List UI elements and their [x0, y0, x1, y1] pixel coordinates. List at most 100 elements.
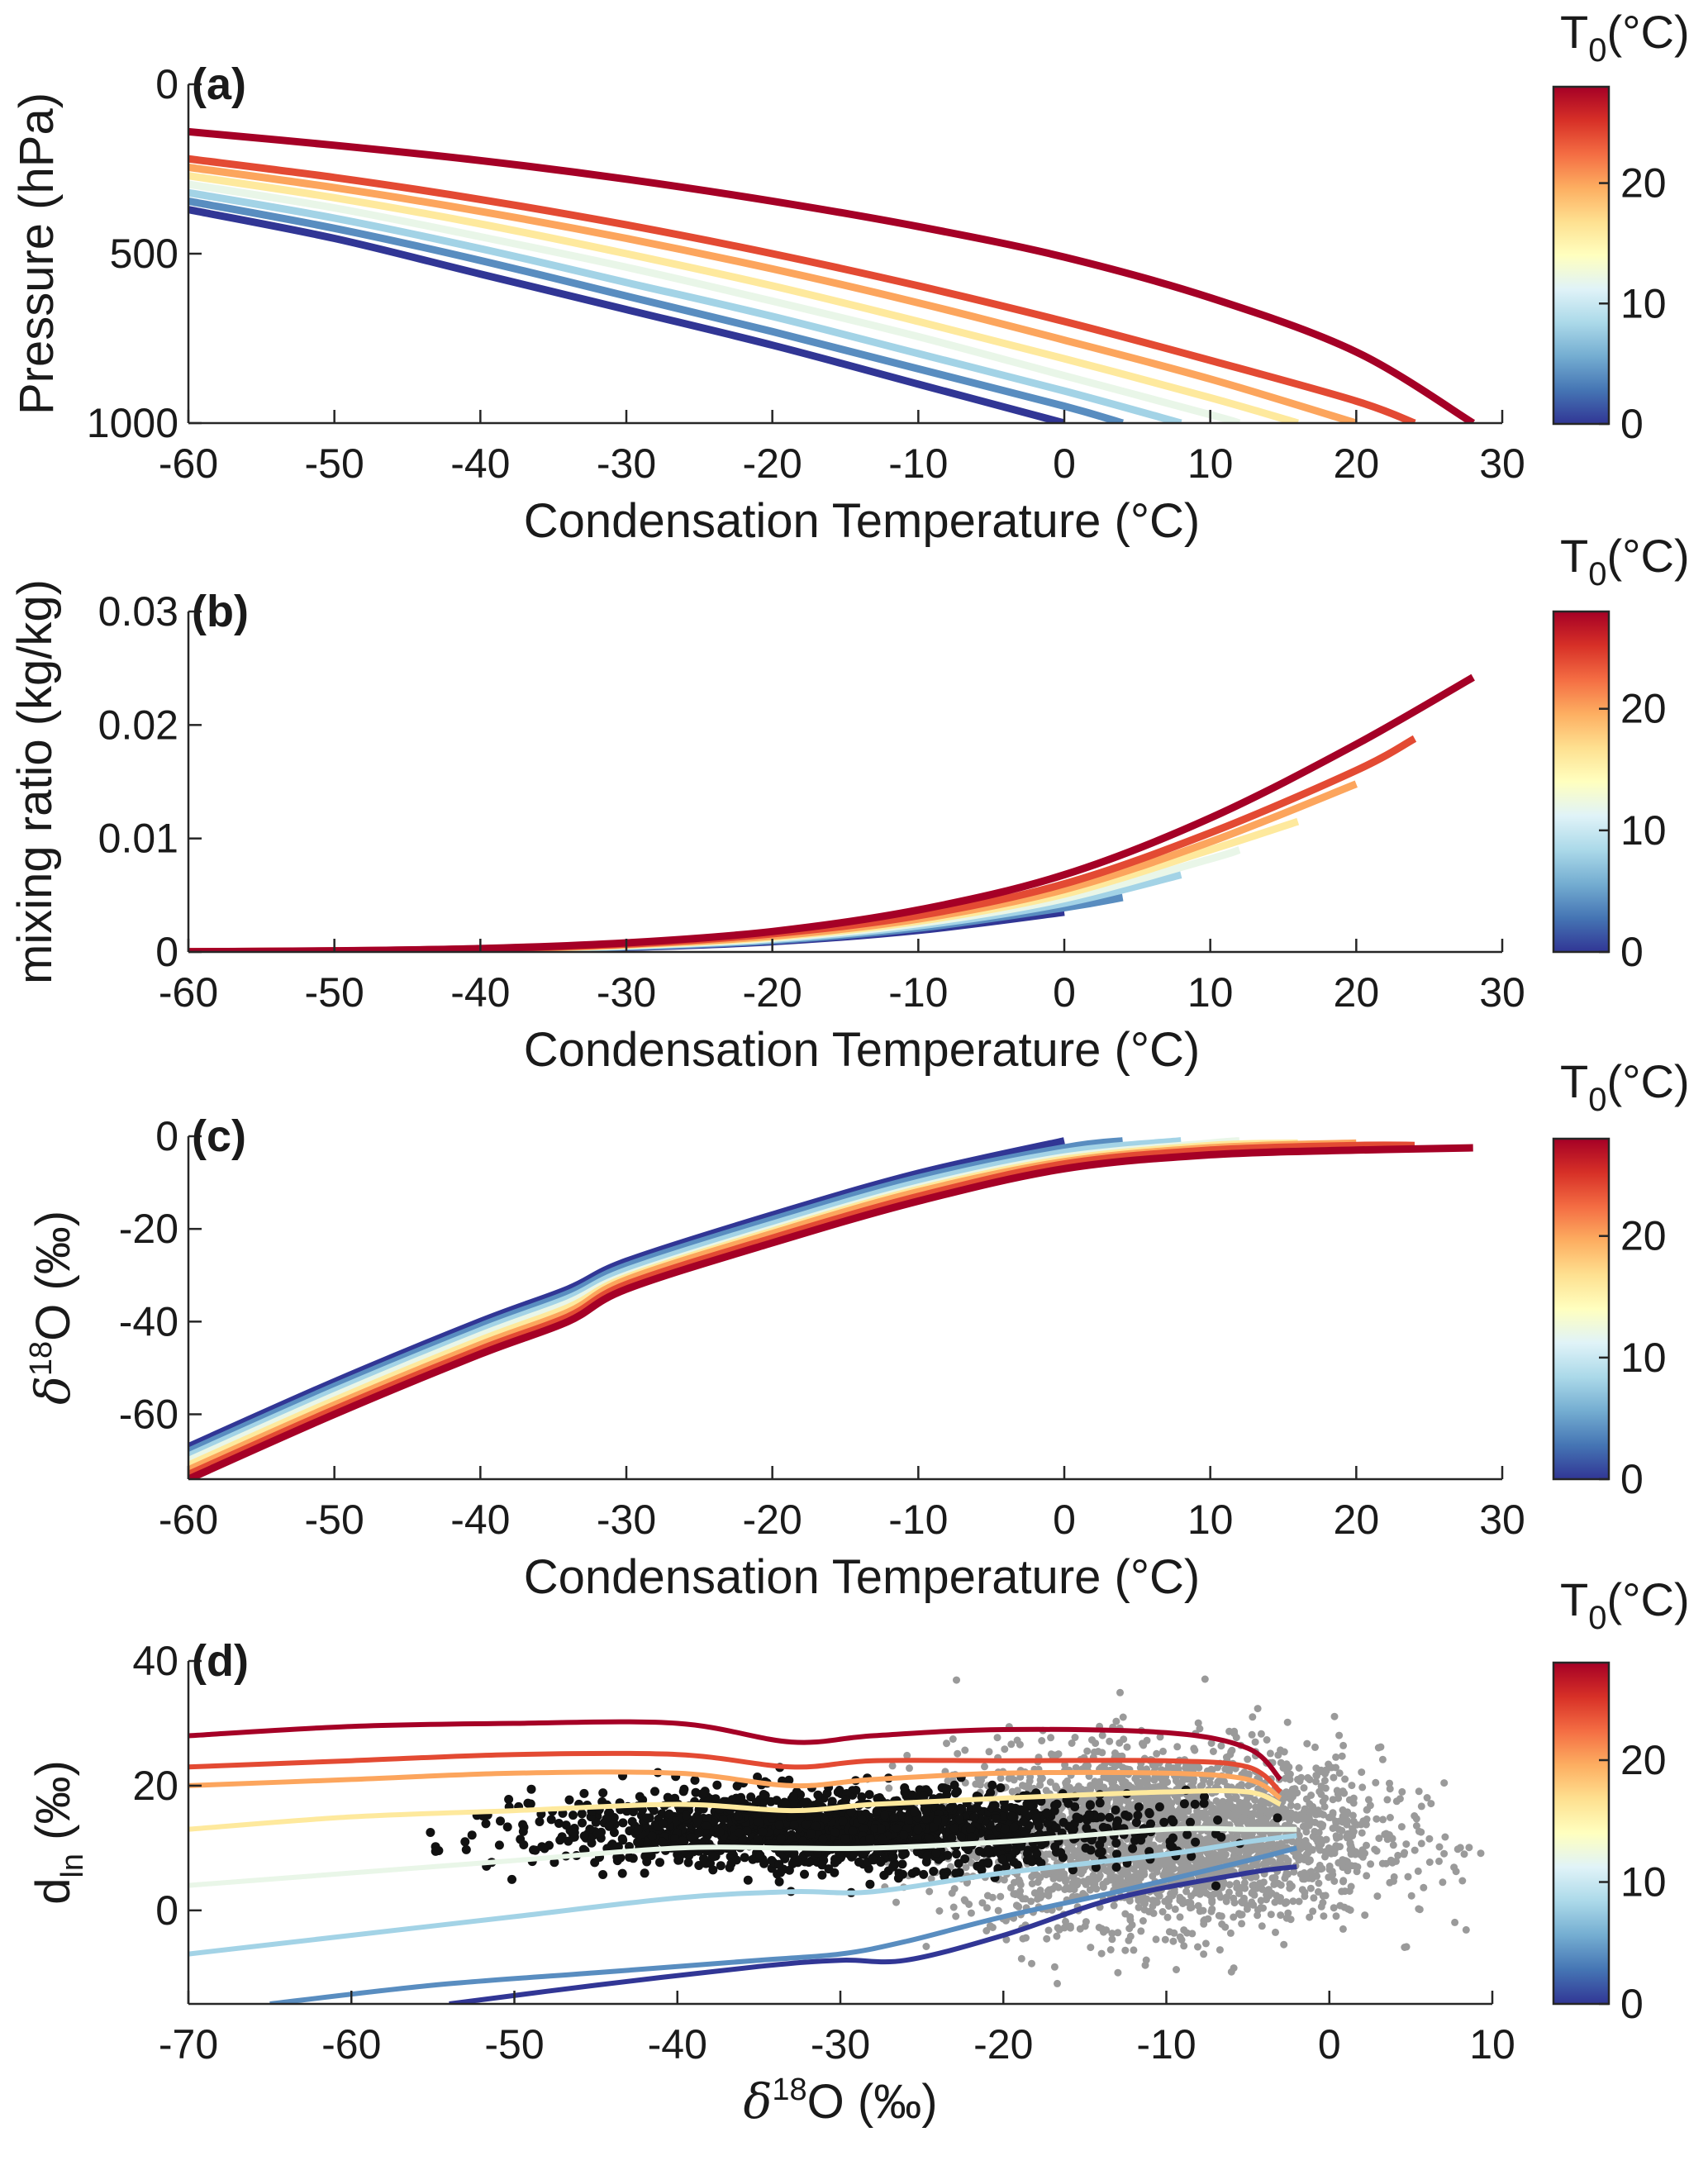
scatter-point [1383, 1796, 1392, 1804]
y-axis-title-rest: O (‰) [26, 1211, 80, 1341]
scatter-point [817, 1860, 827, 1870]
x-axis-title: δ18O (‰) [743, 2072, 937, 2130]
scatter-point [682, 1811, 692, 1820]
scatter-point [1249, 1882, 1257, 1890]
scatter-point [1137, 1927, 1145, 1935]
scatter-point [1373, 1892, 1382, 1901]
scatter-point [1114, 1929, 1122, 1937]
scatter-point [921, 1814, 931, 1824]
scatter-point [1398, 1787, 1406, 1796]
scatter-point [965, 1901, 973, 1908]
scatter-point [1295, 1897, 1303, 1906]
scatter-point [1333, 1834, 1341, 1842]
plot-area [188, 673, 1475, 952]
scatter-point [740, 1853, 749, 1863]
scatter-point [1407, 1892, 1415, 1900]
x-tick-label: 10 [1187, 969, 1234, 1016]
scatter-point [949, 1903, 958, 1911]
scatter-point [1208, 1898, 1216, 1906]
plot-area [188, 1137, 1473, 1479]
scatter-point [1417, 1839, 1425, 1848]
scatter-point [1375, 1835, 1383, 1843]
colorbar-title: T0(°C) [1560, 6, 1690, 69]
scatter-point [640, 1868, 649, 1878]
scatter-point [502, 1822, 512, 1832]
scatter-point [1386, 1814, 1394, 1821]
series-line-T0-8 [188, 1137, 1182, 1460]
scatter-point [530, 1845, 540, 1855]
scatter-point [1386, 1779, 1393, 1787]
scatter-point [1374, 1744, 1382, 1752]
scatter-point [1329, 1871, 1337, 1879]
scatter-point [618, 1818, 628, 1828]
scatter-point [1062, 1877, 1069, 1886]
scatter-point [1139, 1917, 1147, 1925]
scatter-point [911, 1867, 921, 1877]
x-tick-label: -60 [159, 969, 218, 1016]
scatter-point [746, 1792, 756, 1802]
series-line-T0-4 [269, 1845, 1298, 2004]
scatter-point [880, 1811, 889, 1820]
scatter-point [1192, 1889, 1199, 1897]
scatter-point [1254, 1906, 1262, 1914]
scatter-point [1016, 1841, 1026, 1851]
scatter-point [1066, 1857, 1074, 1864]
scatter-point [1248, 1830, 1256, 1838]
scatter-point [1034, 1878, 1042, 1887]
scatter-point [1063, 1845, 1072, 1854]
series-line-T0-12 [188, 180, 1241, 423]
scatter-point [460, 1837, 470, 1847]
scatter-point [1306, 1857, 1314, 1865]
y-axis-title: mixing ratio (kg/kg) [8, 579, 62, 984]
x-tick-label: 0 [1053, 440, 1076, 487]
scatter-point [1072, 1812, 1082, 1822]
series-line-T0-8 [188, 188, 1182, 423]
scatter-point [1271, 1898, 1279, 1906]
scatter-point [857, 1849, 867, 1859]
panel-c: -60 -50 -40 -30 -20 -10 0 10 20 30-60-40-200 (c)Co… [24, 1055, 1690, 1604]
scatter-point [798, 1836, 807, 1846]
scatter-point [1301, 1888, 1309, 1896]
scatter-point [518, 1820, 528, 1830]
scatter-point [1140, 1863, 1149, 1871]
scatter-point [1273, 1813, 1282, 1823]
scatter-point [1191, 1837, 1201, 1847]
x-tick-label: -20 [743, 1497, 802, 1543]
scatter-point [1361, 1911, 1369, 1920]
scatter-point [523, 1798, 533, 1808]
scatter-point [1292, 1839, 1301, 1847]
scatter-point [633, 1825, 643, 1835]
scatter-point [1255, 1806, 1263, 1814]
scatter-point [1291, 1811, 1299, 1819]
scatter-point [851, 1786, 861, 1795]
scatter-point [1060, 1870, 1068, 1878]
scatter-point [690, 1775, 700, 1785]
scatter-point [1156, 1835, 1164, 1843]
scatter-point [1214, 1778, 1222, 1787]
scatter-point [753, 1835, 763, 1844]
scatter-point [1441, 1833, 1449, 1841]
scatter-point [1225, 1765, 1234, 1773]
scatter-point [1002, 1935, 1011, 1944]
x-tick-label: -70 [159, 2021, 218, 2068]
colorbar-title-subscript: 0 [1588, 556, 1606, 592]
scatter-point [1141, 1900, 1149, 1908]
scatter-point [1302, 1828, 1311, 1836]
scatter-point [1301, 1875, 1309, 1883]
scatter-point [921, 1807, 931, 1817]
scatter-point [1098, 1731, 1106, 1739]
scatter-point [817, 1870, 827, 1880]
scatter-point [982, 1927, 991, 1934]
scatter-point [663, 1792, 673, 1802]
scatter-point [711, 1794, 721, 1804]
scatter-point [702, 1814, 711, 1824]
scatter-point [1100, 1783, 1108, 1792]
scatter-point [1311, 1818, 1319, 1826]
y-tick-label: 40 [132, 1638, 178, 1684]
scatter-point [1112, 1820, 1121, 1830]
scatter-point [931, 1848, 941, 1858]
scatter-point [1196, 1725, 1204, 1733]
scatter-point [461, 1844, 471, 1854]
scatter-point [1202, 1889, 1211, 1897]
scatter-point [776, 1868, 786, 1877]
